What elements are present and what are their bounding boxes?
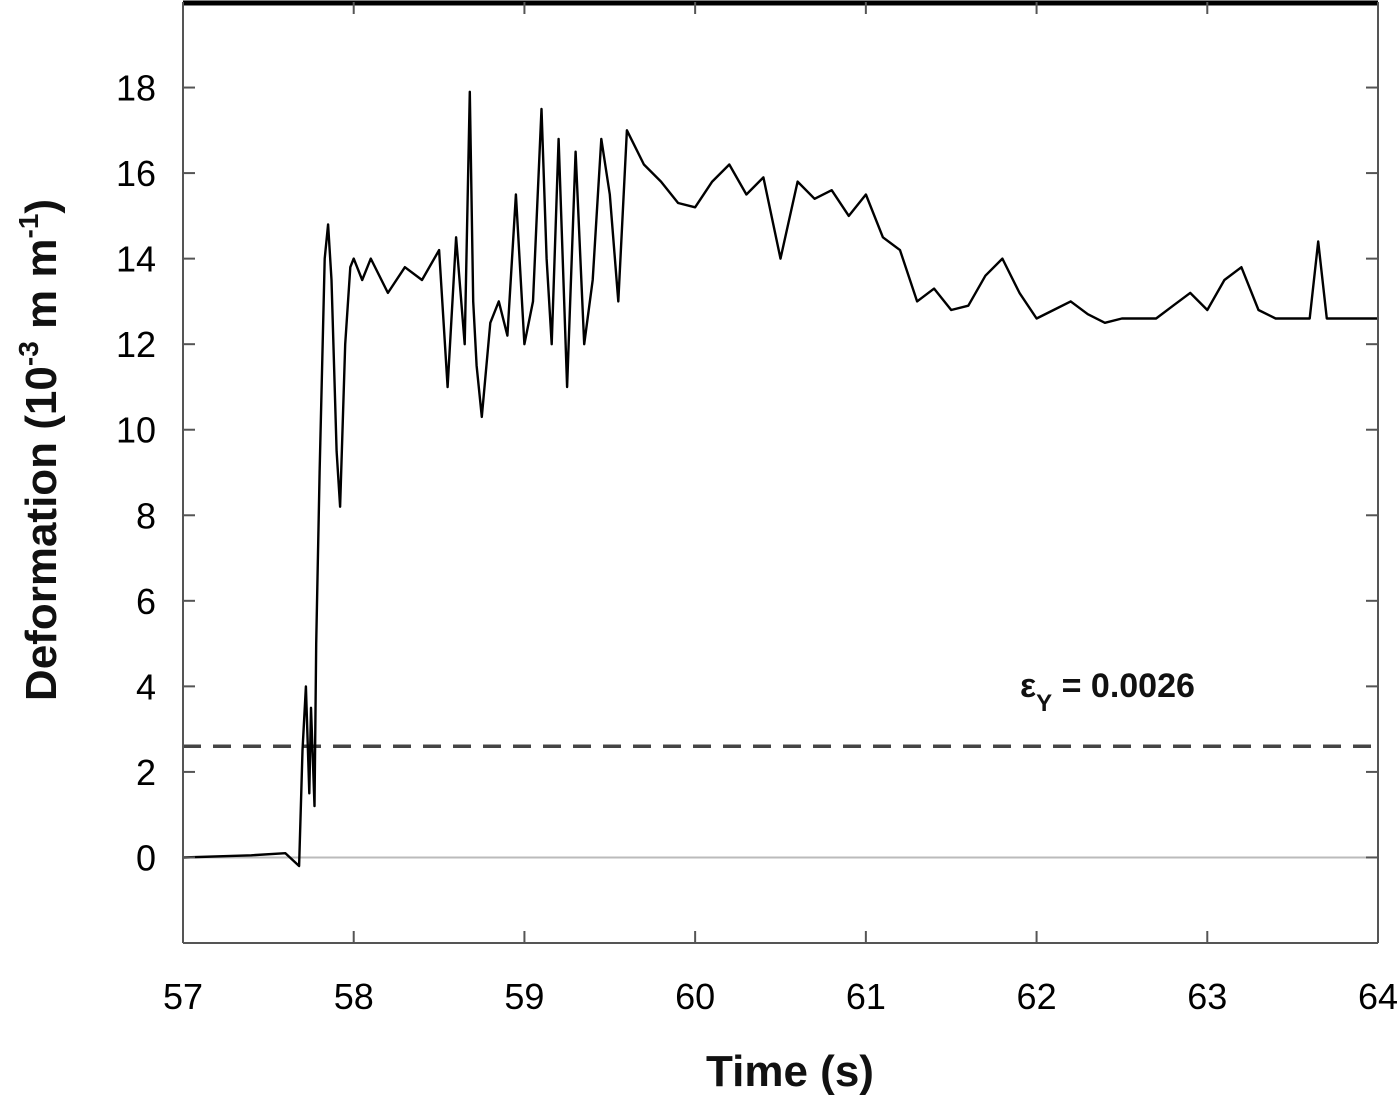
- y-tick-label: 10: [116, 410, 156, 451]
- y-axis-label: Deformation (10-3 m m-1): [13, 199, 66, 701]
- y-axis-ticks: 0 2 4 6 8 10 12 14 16 18: [116, 68, 1378, 878]
- x-axis-label: Time (s): [706, 1047, 874, 1096]
- y-tick-label: 6: [136, 581, 156, 622]
- y-tick-label: 4: [136, 666, 156, 707]
- y-tick-label: 0: [136, 837, 156, 878]
- deformation-series-line-0: [182, 90, 1378, 868]
- x-tick-label: 63: [1187, 976, 1227, 1017]
- yield-strain-annotation: εY = 0.0026: [1020, 667, 1195, 717]
- x-tick-label: 58: [334, 976, 374, 1017]
- y-tick-label: 8: [136, 495, 156, 536]
- x-tick-label: 57: [163, 976, 203, 1017]
- y-tick-label: 18: [116, 68, 156, 109]
- y-tick-label: 2: [136, 752, 156, 793]
- x-tick-label: 64: [1358, 976, 1398, 1017]
- x-tick-label: 59: [504, 976, 544, 1017]
- y-tick-label: 14: [116, 239, 156, 280]
- plot-area: [182, 0, 1379, 944]
- x-tick-label: 60: [675, 976, 715, 1017]
- x-tick-label: 62: [1017, 976, 1057, 1017]
- y-tick-label: 12: [116, 324, 156, 365]
- x-axis-ticks: 57 58 59 60 61 62 63 64: [163, 2, 1398, 1017]
- x-tick-label: 61: [846, 976, 886, 1017]
- y-tick-label: 16: [116, 153, 156, 194]
